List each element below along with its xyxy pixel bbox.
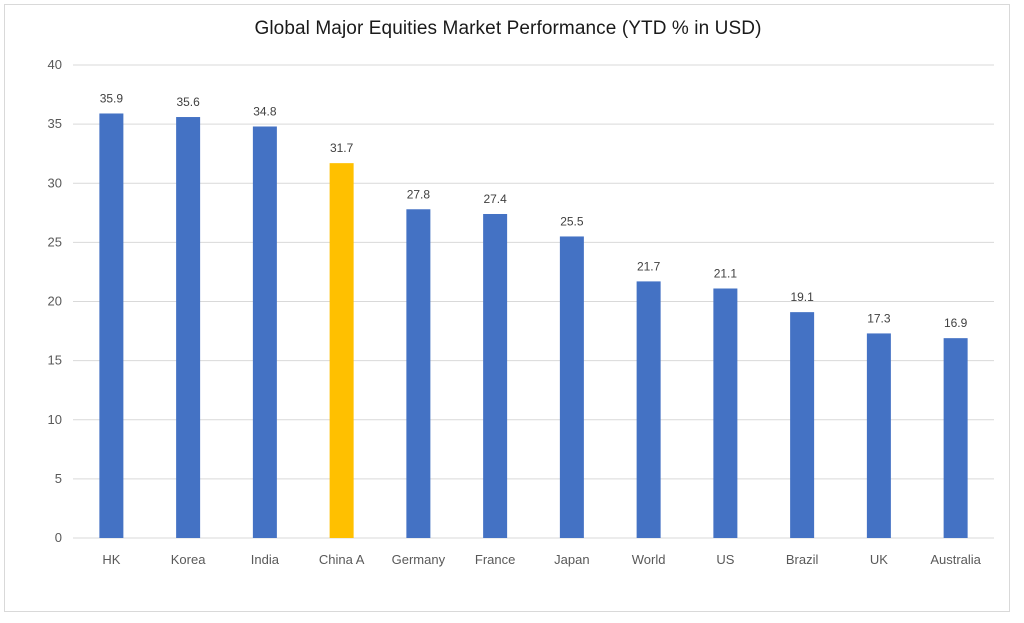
- x-tick-label: China A: [319, 552, 365, 567]
- x-tick-label: World: [632, 552, 666, 567]
- bar: [636, 281, 661, 538]
- y-tick-label: 15: [48, 353, 62, 368]
- bar: [252, 126, 277, 539]
- x-tick-label: Australia: [930, 552, 981, 567]
- y-tick-label: 10: [48, 412, 62, 427]
- data-label: 34.8: [253, 104, 277, 118]
- x-tick-label: Korea: [171, 552, 206, 567]
- x-tick-label: Germany: [392, 552, 446, 567]
- bar: [176, 117, 201, 538]
- data-labels: 35.9 35.6 34.8 31.7 27.8 27.4 25.5 21.7 21.1 19.1…: [100, 91, 968, 330]
- gridlines: [73, 64, 994, 539]
- bar: [559, 236, 584, 538]
- x-tick-label: US: [716, 552, 734, 567]
- chart-title: Global Major Equities Market Performance…: [254, 18, 762, 39]
- y-tick-label: 30: [48, 175, 62, 190]
- data-label: 27.4: [483, 192, 507, 206]
- data-label: 31.7: [330, 141, 354, 155]
- bar: [406, 209, 431, 538]
- bar: [943, 338, 968, 538]
- x-tick-label: HK: [102, 552, 120, 567]
- x-tick-label: Japan: [554, 552, 589, 567]
- bar: [99, 113, 124, 539]
- bar: [483, 213, 508, 538]
- bar: [790, 312, 815, 538]
- x-axis-ticks: HK Korea India China A Germany France Japan Wor…: [102, 552, 981, 567]
- data-label: 27.8: [407, 187, 431, 201]
- y-tick-label: 25: [48, 234, 62, 249]
- data-label: 19.1: [790, 290, 814, 304]
- x-tick-label: Brazil: [786, 552, 819, 567]
- y-tick-label: 5: [55, 471, 62, 486]
- data-label: 21.7: [637, 259, 661, 273]
- y-tick-label: 20: [48, 294, 62, 309]
- x-tick-label: France: [475, 552, 515, 567]
- y-tick-label: 40: [48, 57, 62, 72]
- data-label: 25.5: [560, 214, 584, 228]
- bar: [866, 333, 891, 538]
- x-tick-label: India: [251, 552, 280, 567]
- y-tick-label: 35: [48, 116, 62, 131]
- data-label: 35.9: [100, 91, 124, 105]
- data-label: 35.6: [176, 95, 200, 109]
- y-tick-label: 0: [55, 530, 62, 545]
- data-label: 16.9: [944, 316, 968, 330]
- data-label: 17.3: [867, 311, 891, 325]
- bar: [713, 288, 738, 538]
- bars: [99, 113, 968, 539]
- y-axis-ticks: 0 5 10 15 20 25 30 35 40: [48, 57, 62, 545]
- data-label: 21.1: [714, 266, 738, 280]
- x-tick-label: UK: [870, 552, 888, 567]
- bar: [329, 163, 354, 538]
